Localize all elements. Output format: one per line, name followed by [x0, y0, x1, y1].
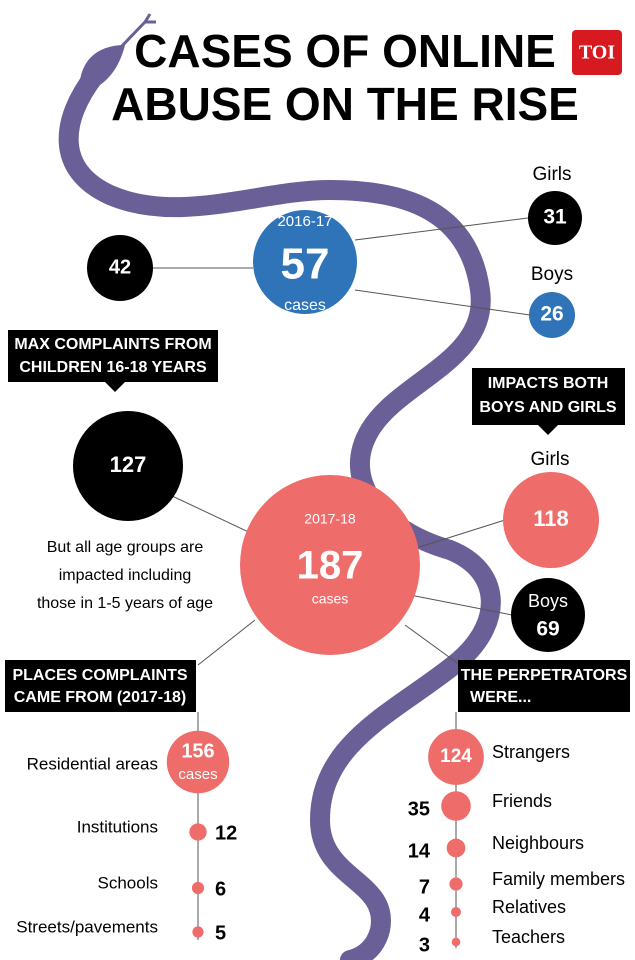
value: 31 [543, 206, 567, 229]
bubble [441, 791, 471, 821]
callout-pointer [105, 382, 125, 392]
value: 6 [215, 878, 226, 900]
label: Girls [530, 449, 569, 470]
value: 3 [419, 934, 430, 956]
label: Streets/pavements [16, 917, 158, 936]
bubble [240, 475, 420, 655]
total: 57 [281, 240, 330, 289]
title: ABUSE ON THE RISE [111, 78, 579, 130]
label: cases [178, 766, 217, 783]
value: 12 [215, 822, 237, 844]
value: 118 [533, 506, 569, 531]
bubble [428, 729, 484, 785]
bubble [451, 907, 461, 917]
label: 2017-18 [304, 511, 356, 527]
label: Teachers [492, 927, 565, 947]
bubble [191, 881, 205, 895]
label: 2016-17 [277, 213, 332, 230]
label: Boys [528, 591, 568, 611]
callout: MAX COMPLAINTS FROM [14, 336, 211, 353]
snake [58, 65, 501, 960]
title: CASES OF ONLINE [134, 25, 556, 77]
snake-head [80, 45, 125, 88]
snake-tongue [118, 13, 156, 50]
callout: IMPACTS BOTH [488, 375, 609, 392]
label: cases [312, 591, 349, 607]
label: Residential areas [27, 754, 158, 773]
bubble [503, 472, 599, 568]
label: cases [284, 297, 326, 314]
bubble [529, 292, 575, 338]
callout-pointer [538, 425, 558, 435]
label: Boys [531, 264, 573, 285]
section-title: PLACES COMPLAINTS [12, 667, 187, 684]
bubble [253, 210, 357, 314]
bubble [528, 191, 582, 245]
bubble [511, 578, 585, 652]
section-title: CAME FROM (2017-18) [14, 689, 186, 706]
bubble [446, 838, 466, 858]
note: those in 1-5 years of age [37, 595, 213, 612]
value: 156 [181, 740, 214, 762]
bubble [87, 235, 153, 301]
section-box [5, 660, 196, 712]
value: 35 [408, 798, 430, 820]
callout-box [472, 368, 625, 425]
value: 26 [540, 303, 563, 326]
label: Neighbours [492, 833, 584, 853]
bubble [451, 937, 461, 947]
label: Relatives [492, 897, 566, 917]
label: Strangers [492, 742, 570, 762]
value: 4 [419, 904, 431, 926]
bubble [166, 730, 230, 794]
label: Girls [532, 164, 571, 185]
value: 127 [110, 452, 147, 477]
bubble [189, 823, 207, 841]
value: 7 [419, 876, 430, 898]
callout: BOYS AND GIRLS [479, 399, 617, 416]
label: Family members [492, 869, 625, 889]
label: Schools [98, 873, 158, 892]
section-box [458, 660, 630, 712]
callout: CHILDREN 16-18 YEARS [19, 359, 207, 376]
callout-box [8, 330, 218, 382]
value: 69 [536, 618, 559, 641]
label: Institutions [77, 817, 158, 836]
bubble [73, 411, 183, 521]
value: 5 [215, 922, 226, 944]
value: 14 [408, 840, 431, 862]
bubble [192, 926, 204, 938]
note: But all age groups are [47, 539, 204, 556]
section-title: THE PERPETRATORS [461, 667, 628, 684]
logo: TOI [579, 42, 616, 64]
bubble [449, 877, 463, 891]
value: 124 [440, 746, 472, 767]
label: Friends [492, 791, 552, 811]
section-title: WERE... [470, 689, 531, 706]
value: 42 [109, 256, 131, 278]
total: 187 [297, 544, 364, 588]
note: impacted including [59, 567, 192, 584]
logo-box [572, 30, 622, 75]
